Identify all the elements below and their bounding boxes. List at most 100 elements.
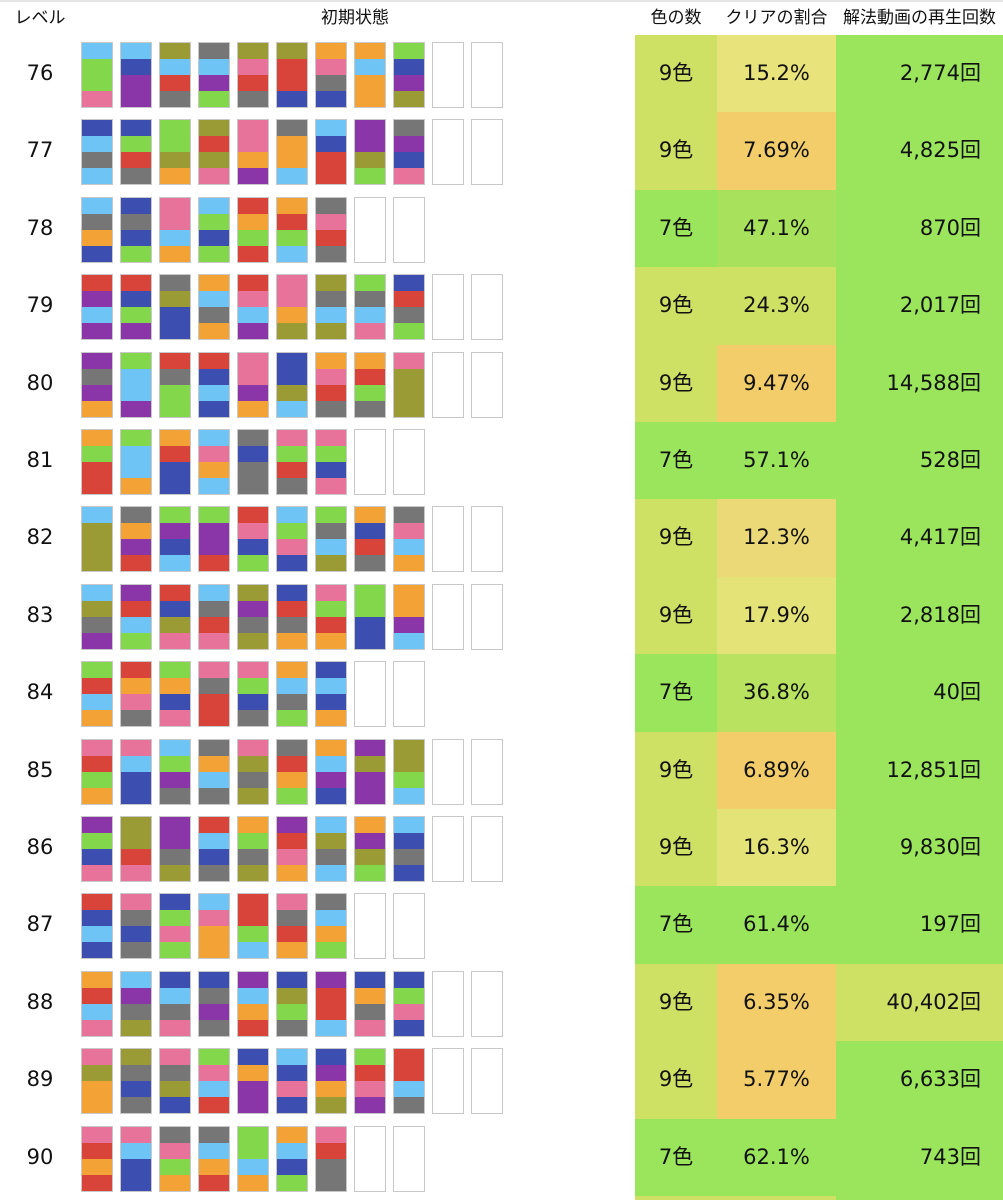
- tube: [120, 351, 152, 418]
- liquid-segment: [121, 632, 151, 649]
- tube: [315, 893, 347, 960]
- tube: [81, 506, 113, 573]
- level-number: 90: [26, 1144, 54, 1169]
- liquid-segment: [121, 555, 151, 572]
- tube: [315, 970, 347, 1037]
- liquid-segment: [82, 662, 112, 679]
- tube: [120, 42, 152, 108]
- liquid-segment: [394, 352, 424, 369]
- liquid-segment: [238, 91, 268, 107]
- tube: [120, 893, 152, 960]
- liquid-segment: [199, 91, 229, 107]
- liquid-segment: [199, 694, 229, 711]
- level-number: 76: [26, 61, 54, 85]
- tube: [276, 506, 308, 573]
- level-number: 80: [26, 370, 54, 395]
- liquid-segment: [277, 1081, 307, 1098]
- liquid-segment: [121, 755, 151, 772]
- liquid-segment: [394, 1019, 424, 1036]
- liquid-segment: [121, 323, 151, 340]
- liquid-segment: [238, 152, 268, 169]
- liquid-segment: [316, 1065, 346, 1082]
- liquid-segment: [316, 865, 346, 881]
- liquid-segment: [238, 600, 268, 617]
- liquid-segment: [394, 275, 424, 292]
- liquid-segment: [277, 616, 307, 633]
- liquid-segment: [199, 136, 229, 153]
- tube: [237, 738, 269, 805]
- liquid-segment: [121, 662, 151, 679]
- color-count-cell: 7色: [635, 654, 717, 733]
- tube: [159, 1125, 191, 1192]
- tube: [276, 893, 308, 960]
- liquid-segment: [82, 152, 112, 169]
- color-count-cell: 9色: [635, 731, 717, 810]
- video-views-cell: 528回: [836, 422, 1003, 500]
- tube: [159, 893, 191, 960]
- tube: [315, 816, 347, 882]
- initial-state-tubes: [81, 1048, 621, 1115]
- liquid-segment: [394, 987, 424, 1004]
- tube: [276, 351, 308, 418]
- clear-rate-cell: 24.3%: [717, 267, 836, 346]
- liquid-segment: [316, 291, 346, 308]
- liquid-segment: [82, 478, 112, 494]
- liquid-segment: [394, 523, 424, 540]
- liquid-segment: [355, 600, 385, 617]
- liquid-segment: [394, 168, 424, 185]
- liquid-segment: [199, 400, 229, 417]
- liquid-segment: [355, 616, 385, 633]
- liquid-segment: [121, 739, 151, 756]
- liquid-segment: [160, 694, 190, 711]
- liquid-segment: [277, 971, 307, 988]
- liquid-segment: [238, 507, 268, 524]
- liquid-segment: [121, 678, 151, 695]
- liquid-segment: [355, 1019, 385, 1036]
- liquid-segment: [121, 152, 151, 169]
- liquid-segment: [355, 291, 385, 308]
- liquid-segment: [355, 833, 385, 849]
- liquid-segment: [394, 817, 424, 833]
- clear-rate-cell: 6.35%: [717, 963, 836, 1042]
- empty-tube: [393, 196, 425, 263]
- liquid-segment: [277, 926, 307, 943]
- liquid-segment: [277, 1097, 307, 1114]
- liquid-segment: [277, 59, 307, 75]
- tube: [120, 583, 152, 650]
- liquid-segment: [238, 430, 268, 446]
- liquid-segment: [394, 91, 424, 107]
- liquid-segment: [277, 694, 307, 711]
- liquid-segment: [277, 168, 307, 185]
- liquid-segment: [355, 1049, 385, 1066]
- tube: [81, 42, 113, 108]
- tube: [81, 1048, 113, 1115]
- table-row: 84 7色 36.8% 40回: [0, 654, 1003, 733]
- liquid-segment: [199, 894, 229, 911]
- liquid-segment: [82, 926, 112, 943]
- liquid-segment: [238, 1003, 268, 1020]
- level-number: 87: [26, 912, 54, 937]
- liquid-segment: [355, 368, 385, 385]
- liquid-segment: [199, 1097, 229, 1114]
- empty-tube: [354, 429, 386, 495]
- liquid-segment: [238, 1081, 268, 1098]
- liquid-segment: [82, 739, 112, 756]
- empty-tube: [471, 738, 503, 805]
- empty-tube: [471, 1048, 503, 1115]
- tube: [354, 970, 386, 1037]
- liquid-segment: [160, 1081, 190, 1098]
- liquid-segment: [277, 1142, 307, 1159]
- liquid-segment: [199, 1126, 229, 1143]
- liquid-segment: [277, 817, 307, 833]
- liquid-segment: [82, 833, 112, 849]
- liquid-segment: [355, 1097, 385, 1114]
- tube: [315, 1125, 347, 1192]
- liquid-segment: [277, 833, 307, 849]
- liquid-segment: [82, 555, 112, 572]
- empty-tube: [471, 583, 503, 650]
- liquid-segment: [82, 291, 112, 308]
- empty-tube: [471, 119, 503, 186]
- color-count-cell: 7色: [635, 886, 717, 965]
- liquid-segment: [199, 368, 229, 385]
- liquid-segment: [160, 507, 190, 524]
